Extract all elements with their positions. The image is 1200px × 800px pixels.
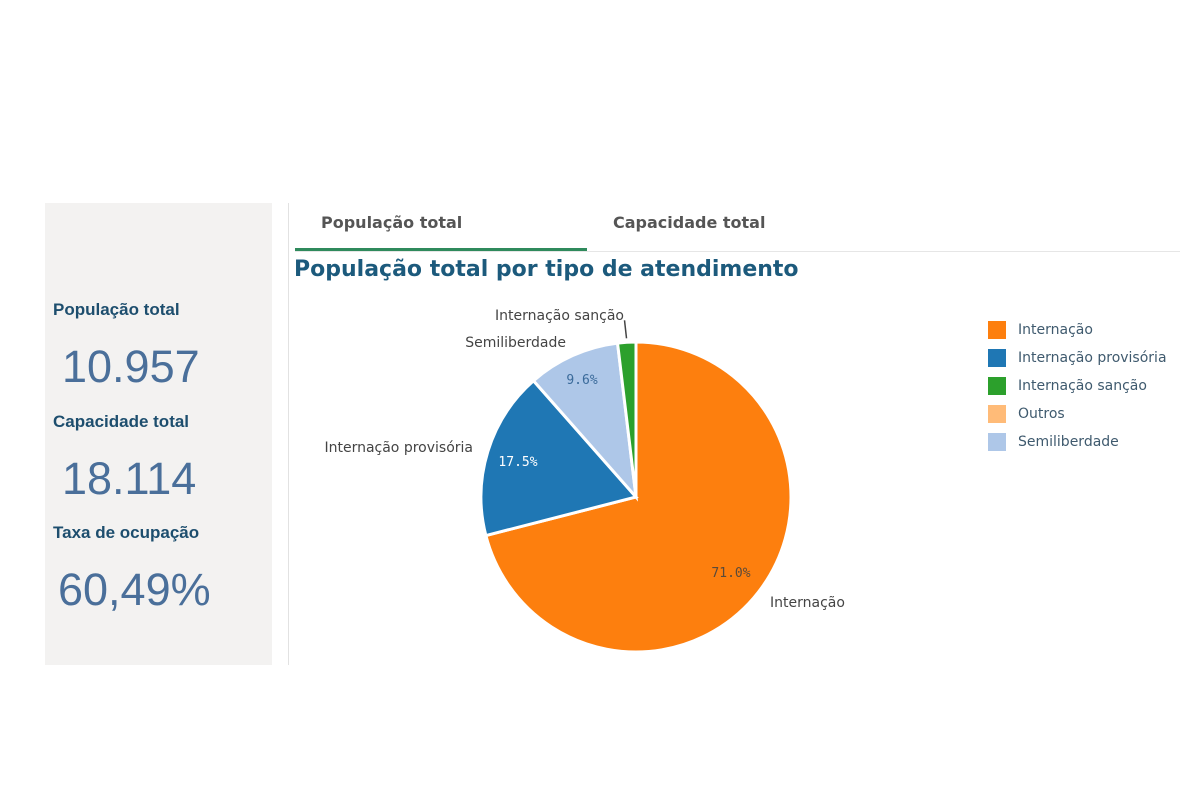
legend-label: Internação sanção — [1018, 378, 1147, 394]
legend-item[interactable]: Internação — [988, 316, 1167, 344]
legend-item[interactable]: Internação provisória — [988, 344, 1167, 372]
legend-item[interactable]: Internação sanção — [988, 372, 1167, 400]
slice-category-label: Internação provisória — [324, 440, 473, 456]
slice-data-label: 17.5% — [498, 455, 537, 470]
legend-label: Internação — [1018, 322, 1093, 338]
legend-label: Outros — [1018, 406, 1065, 422]
slice-category-label: Internação sanção — [495, 308, 624, 324]
slice-category-label: Semiliberdade — [465, 335, 566, 351]
legend-label: Semiliberdade — [1018, 434, 1119, 450]
legend-swatch — [988, 321, 1006, 339]
legend-item[interactable]: Outros — [988, 400, 1167, 428]
leader-line — [625, 320, 627, 338]
legend-swatch — [988, 405, 1006, 423]
legend-swatch — [988, 377, 1006, 395]
legend-item[interactable]: Semiliberdade — [988, 428, 1167, 456]
chart-legend: Internação Internação provisória Interna… — [988, 316, 1167, 456]
slice-data-label: 9.6% — [566, 373, 597, 388]
slice-data-label: 71.0% — [711, 566, 750, 581]
slice-category-label: Internação — [770, 595, 845, 611]
legend-swatch — [988, 349, 1006, 367]
legend-swatch — [988, 433, 1006, 451]
legend-label: Internação provisória — [1018, 350, 1167, 366]
